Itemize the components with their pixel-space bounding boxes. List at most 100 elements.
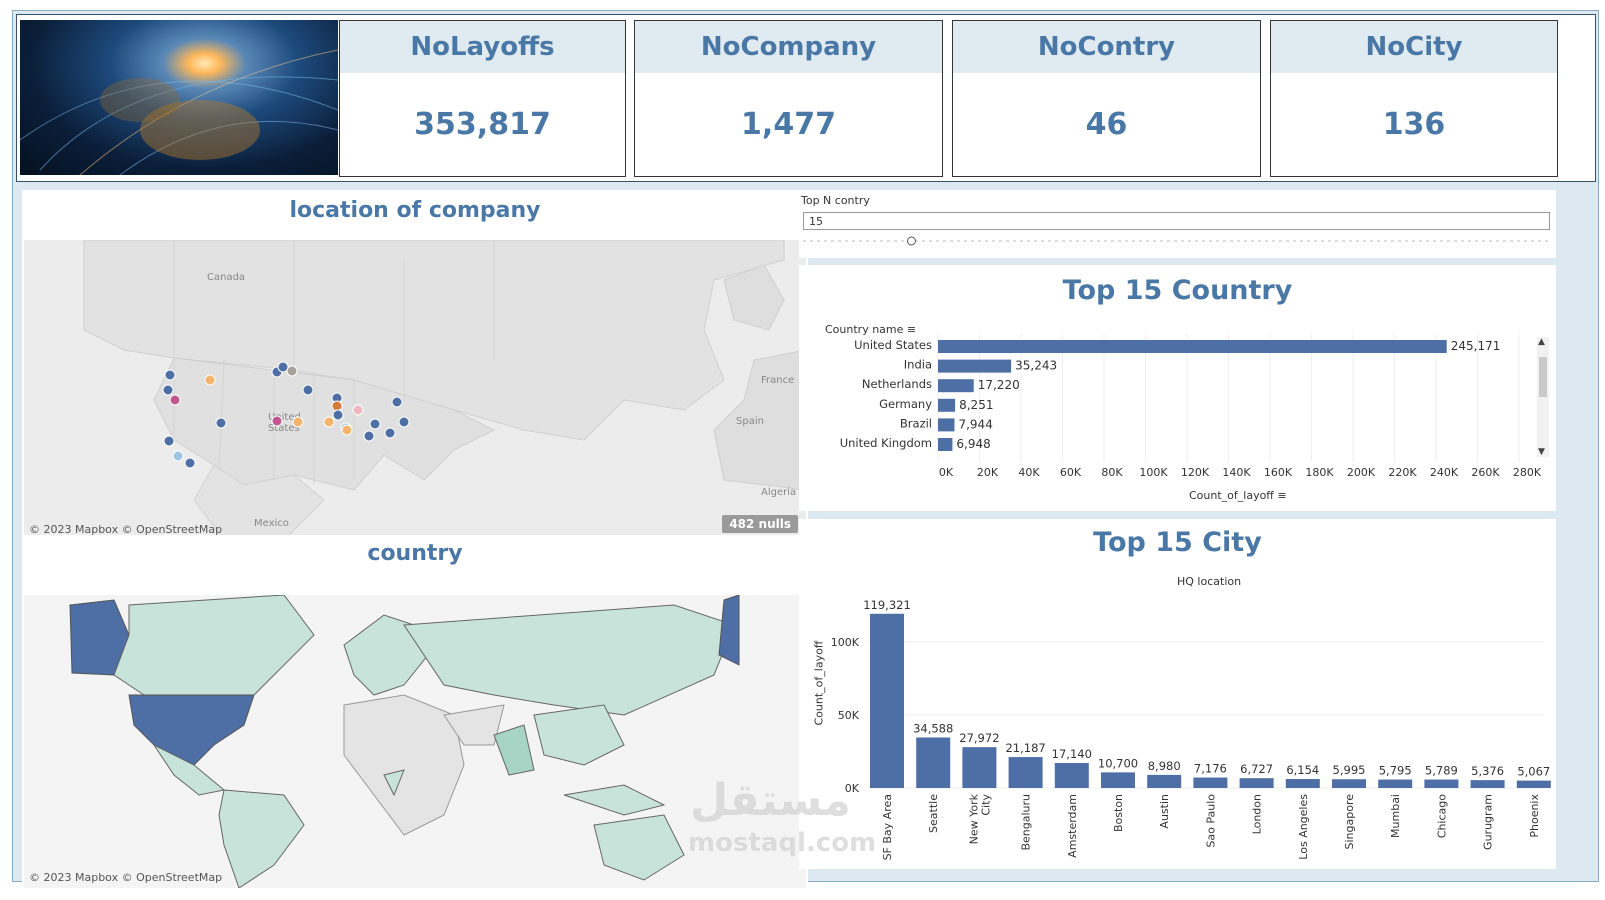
company-dot[interactable] [341,424,353,436]
country-tick-label: 220K [1388,466,1417,479]
city-bar[interactable] [962,747,997,788]
kpi-cities: NoCity 136 [1270,20,1558,177]
company-dot[interactable] [352,404,364,416]
city-category-label: SF Bay Area [881,794,894,860]
company-dot[interactable] [384,427,396,439]
company-dot[interactable] [184,457,196,469]
company-dot[interactable] [302,384,314,396]
city-value-label: 7,176 [1194,762,1227,776]
country-bar[interactable] [938,340,1447,353]
company-dot[interactable] [164,369,176,381]
country-bar-chart[interactable]: 0K 20K 40K 60K 80K 100K 120K 140K 160K 180K 200K 22… [799,265,1556,511]
nulls-badge[interactable]: 482 nulls [722,515,798,533]
city-category-label: Seattle [927,794,940,833]
country-bar[interactable] [938,438,953,451]
city-category-label: Amsterdam [1066,794,1079,858]
city-value-label: 5,795 [1379,764,1412,778]
country-value-label: 6,948 [956,437,990,451]
country-tick-label: 200K [1347,466,1376,479]
city-category-label: Los Angeles [1297,794,1310,860]
country-chart-title: Top 15 Country [1062,275,1293,306]
sort-icon[interactable]: ≡ [906,323,917,336]
country-tick-label: 100K [1139,466,1168,479]
city-bar[interactable] [1147,774,1182,788]
city-value-label: 5,376 [1471,764,1504,778]
country-category-label: Brazil [900,416,932,430]
city-bar[interactable] [1378,779,1413,788]
company-dot[interactable] [172,450,184,462]
company-dot[interactable] [391,396,403,408]
city-bar[interactable] [1008,757,1043,788]
filter-input[interactable]: 15 [803,212,1550,230]
country-value-label: 17,220 [978,378,1020,392]
city-bar[interactable] [1332,779,1366,788]
city-bar[interactable] [870,613,904,788]
country-axis-title-text: Count_of_layoff [1189,489,1274,502]
country-value-label: 8,251 [959,398,993,412]
scroll-down-icon[interactable]: ▼ [1538,447,1545,457]
city-bar[interactable] [1516,780,1551,788]
company-dot[interactable] [204,374,216,386]
country-map[interactable]: © 2023 Mapbox © OpenStreetMap [24,595,806,888]
country-bar[interactable] [938,379,974,393]
city-bar[interactable] [1193,777,1228,788]
city-value-label: 119,321 [863,598,911,612]
label-canada: Canada [207,272,246,283]
company-dot[interactable] [277,361,289,373]
city-value-label: 21,187 [1005,741,1045,755]
city-bar-chart[interactable]: 0K 50K 100K 119,321 SF Bay Area 34,588 Seattle… [799,519,1556,869]
company-dot[interactable] [215,417,227,429]
country-map-attribution: © 2023 Mapbox © OpenStreetMap [29,871,223,884]
city-category-label: Chicago [1435,794,1448,838]
company-dot[interactable] [271,415,283,427]
filter-slider[interactable] [799,234,1556,254]
city-value-label: 27,972 [959,731,999,745]
city-bar[interactable] [1054,762,1089,788]
company-dot[interactable] [169,394,181,406]
city-bar[interactable] [1101,772,1135,788]
city-category-label: City [979,794,992,816]
country-tick-label: 80K [1101,466,1123,479]
city-value-label: 5,789 [1425,764,1458,778]
company-dot[interactable] [286,365,298,377]
company-dot[interactable] [332,409,344,421]
company-dot[interactable] [323,416,335,428]
company-dot[interactable] [162,384,174,396]
country-tick-label: 240K [1430,466,1459,479]
city-value-label: 5,067 [1517,765,1550,779]
company-dot[interactable] [369,418,381,430]
country-bar[interactable] [938,398,956,412]
city-bar[interactable] [1470,780,1505,788]
country-chart-header: Country name ≡ [825,323,916,336]
city-bar[interactable] [916,737,951,788]
kpi-cities-value: 136 [1382,107,1446,142]
city-bar[interactable] [1285,779,1320,788]
company-dot[interactable] [163,435,175,447]
company-dot[interactable] [331,400,343,412]
country-tick-label: 120K [1181,466,1210,479]
scroll-up-icon[interactable]: ▲ [1538,337,1545,347]
country-chart-scrollbar[interactable]: ▲ ▼ [1537,337,1549,457]
company-location-dots[interactable] [24,240,806,540]
city-value-label: 8,980 [1148,759,1181,773]
company-dot[interactable] [363,430,375,442]
company-dot[interactable] [398,416,410,428]
location-map[interactable]: Canada United States Mexico France Spain… [24,240,806,540]
city-category-label: Gurugram [1482,794,1495,850]
city-value-label: 34,588 [913,722,953,736]
kpi-countries-label: NoContry [953,21,1260,73]
country-category-label: Germany [879,397,932,411]
country-value-label: 35,243 [1015,359,1057,373]
country-bar[interactable] [938,418,955,432]
city-bar[interactable] [1239,778,1274,788]
company-dot[interactable] [292,416,304,428]
kpi-countries: NoContry 46 [952,20,1261,177]
axis-sort-icon[interactable]: ≡ [1277,489,1287,502]
city-bar[interactable] [1424,779,1459,788]
city-category-label: Boston [1112,794,1125,832]
label-us: United States [268,412,301,434]
scrollbar-thumb[interactable] [1539,357,1547,397]
country-tick-label: 180K [1305,466,1334,479]
country-bar[interactable] [938,359,1012,373]
country-category-label: United Kingdom [840,436,932,450]
